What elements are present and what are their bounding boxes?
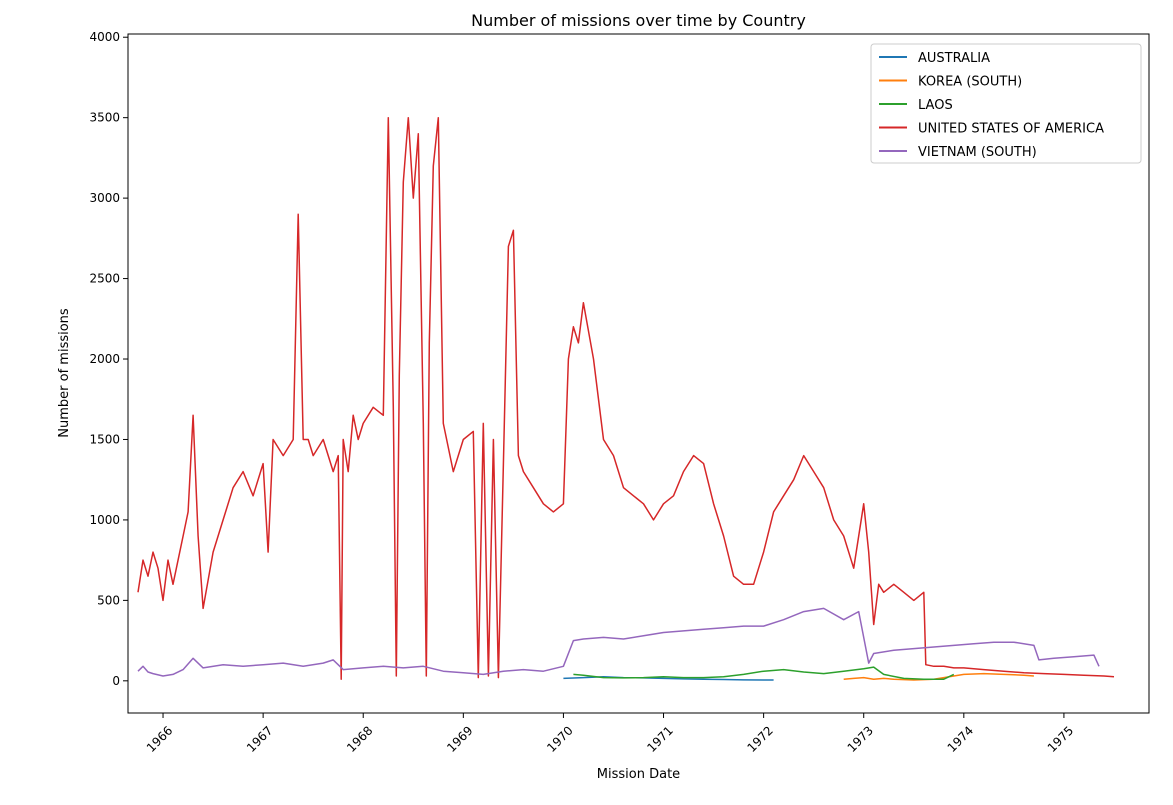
plot-area	[127, 33, 1150, 714]
legend-label: AUSTRALIA	[918, 51, 990, 66]
legend-label: LAOS	[918, 98, 953, 113]
x-tick-label: 1966	[144, 723, 175, 754]
x-axis-label: Mission Date	[597, 767, 680, 782]
x-tick-label: 1968	[344, 723, 375, 754]
y-tick-label: 3000	[89, 191, 120, 205]
y-tick-label: 4000	[89, 30, 120, 44]
chart-title: Number of missions over time by Country	[471, 11, 806, 30]
x-tick-label: 1974	[945, 723, 976, 754]
y-tick-label: 1500	[89, 432, 120, 446]
y-tick-label: 2500	[89, 272, 120, 286]
x-tick-label: 1969	[444, 723, 475, 754]
y-tick-label: 0	[112, 674, 120, 688]
legend-items: AUSTRALIA KOREA (SOUTH) LAOS UNITED STATES …	[879, 51, 1104, 160]
x-tick-label: 1970	[544, 723, 575, 754]
y-tick-label: 3500	[89, 111, 120, 125]
y-axis: 0 500 1000 1500 2000 2500 3000 3500 4000	[89, 30, 128, 688]
series-lines	[137, 116, 1115, 681]
legend-label: KOREA (SOUTH)	[918, 75, 1022, 90]
legend-label: UNITED STATES OF AMERICA	[918, 122, 1104, 137]
plot-frame	[127, 33, 1150, 714]
x-axis: 1966 1967 1968 1969 1970 1971 1972 1973 1974 1975	[144, 713, 1076, 755]
y-tick-label: 2000	[89, 352, 120, 366]
x-tick-label: 1971	[644, 723, 675, 754]
y-axis-label: Number of missions	[57, 308, 72, 438]
x-tick-label: 1967	[244, 723, 275, 754]
x-tick-label: 1973	[845, 723, 876, 754]
series-line-laos	[573, 666, 955, 680]
x-tick-label: 1972	[744, 723, 775, 754]
y-tick-label: 1000	[89, 513, 120, 527]
series-line-vietnam-south	[137, 607, 1100, 677]
legend-label: VIETNAM (SOUTH)	[918, 145, 1037, 160]
legend: AUSTRALIA KOREA (SOUTH) LAOS UNITED STATES …	[870, 43, 1142, 164]
series-line-united-states-of-america	[137, 116, 1115, 680]
x-tick-label: 1975	[1045, 723, 1076, 754]
legend-box	[870, 43, 1142, 164]
y-tick-label: 500	[97, 593, 120, 607]
